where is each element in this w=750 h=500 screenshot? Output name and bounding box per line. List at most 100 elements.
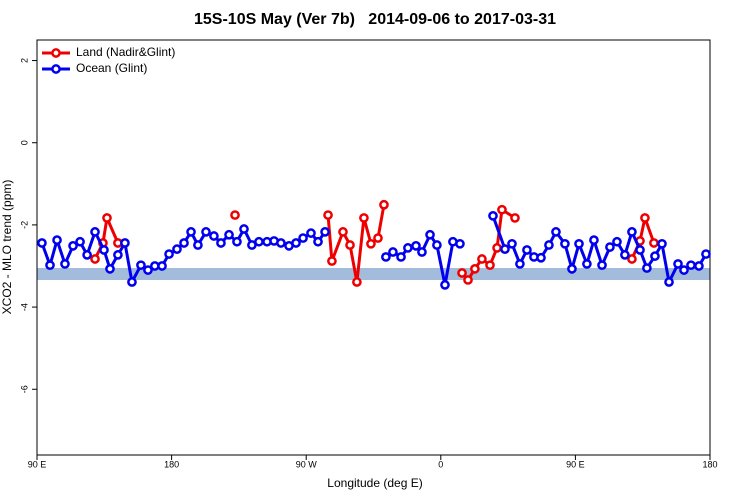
data-point: [75, 236, 85, 247]
data-point: [605, 242, 615, 252]
data-point: [612, 236, 622, 247]
data-point: [186, 227, 196, 237]
y-tick-label: 2: [19, 58, 29, 63]
x-tick-label: 180: [702, 459, 717, 469]
data-point: [232, 236, 242, 247]
data-point: [701, 249, 711, 259]
data-point: [60, 259, 70, 269]
data-point: [306, 228, 316, 238]
data-point: [291, 238, 301, 248]
data-point: [193, 240, 203, 250]
data-point: [650, 251, 660, 261]
data-point: [574, 238, 584, 249]
x-tick-label: 90 E: [566, 459, 585, 469]
data-point: [230, 210, 240, 220]
x-tick-label: 90 E: [28, 459, 47, 469]
data-point: [209, 231, 219, 241]
data-point: [686, 260, 696, 271]
data-point: [381, 252, 391, 262]
data-point: [657, 238, 667, 249]
data-point: [589, 235, 599, 245]
data-point: [507, 238, 517, 249]
data-point: [673, 259, 683, 269]
data-point: [492, 243, 502, 253]
data-point: [432, 240, 442, 250]
data-point: [515, 259, 525, 269]
data-point: [455, 238, 465, 249]
data-point: [582, 259, 592, 269]
data-point: [345, 240, 355, 250]
legend-label: Ocean (Glint): [76, 61, 147, 75]
data-point: [323, 210, 333, 220]
data-point: [90, 254, 100, 264]
legend-marker: [51, 48, 61, 58]
data-point: [664, 277, 674, 287]
x-tick-label: 90 W: [296, 459, 318, 469]
data-point: [68, 241, 78, 251]
data-point: [320, 227, 330, 237]
data-point: [627, 254, 637, 264]
data-point: [417, 247, 427, 257]
data-point: [366, 238, 376, 249]
data-point: [497, 204, 507, 215]
data-point: [37, 238, 47, 248]
data-point: [597, 260, 607, 271]
data-point: [522, 245, 532, 255]
x-tick-label: 0: [438, 459, 443, 469]
data-point: [470, 264, 480, 274]
data-point: [627, 227, 637, 237]
data-point: [642, 263, 652, 273]
data-point: [239, 224, 249, 234]
data-point: [90, 227, 100, 237]
legend-marker: [51, 64, 61, 74]
y-tick-label: -4: [19, 303, 29, 311]
data-point: [201, 227, 211, 237]
data-point: [463, 275, 473, 285]
data-point: [488, 211, 498, 221]
data-point: [485, 260, 495, 271]
data-point: [52, 235, 62, 245]
y-tick-label: -2: [19, 221, 29, 229]
data-point: [338, 227, 348, 237]
y-axis-label: XCO2 - MLO trend (ppm): [0, 180, 14, 315]
data-point: [425, 229, 435, 240]
data-point: [99, 245, 109, 255]
data-point: [254, 236, 264, 247]
data-point: [694, 261, 704, 271]
data-point: [120, 238, 130, 248]
data-point: [477, 254, 487, 264]
data-point: [567, 264, 577, 274]
x-tick-label: 180: [164, 459, 179, 469]
data-point: [127, 277, 137, 287]
data-point: [45, 260, 55, 271]
legend-label: Land (Nadir&Glint): [76, 45, 175, 59]
chart-title: 15S-10S May (Ver 7b) 2014-09-06 to 2017-…: [194, 11, 556, 28]
data-point: [500, 244, 510, 254]
data-point: [136, 260, 146, 271]
data-point: [298, 233, 308, 243]
data-point: [560, 238, 570, 249]
data-point: [157, 261, 167, 271]
data-point: [113, 250, 123, 260]
data-point: [640, 213, 650, 223]
data-point: [352, 277, 362, 287]
data-point: [510, 213, 520, 223]
data-point: [179, 238, 189, 248]
data-point: [102, 213, 112, 223]
data-point: [536, 252, 546, 263]
y-tick-label: -6: [19, 385, 29, 393]
data-point: [544, 240, 554, 250]
data-point: [411, 241, 421, 251]
data-point: [388, 247, 398, 257]
surface-band: [37, 268, 710, 280]
data-point: [396, 252, 406, 262]
data-point: [457, 268, 467, 278]
data-point: [373, 233, 383, 243]
x-axis-label: Longitude (deg E): [327, 476, 422, 490]
series-line: [93, 212, 120, 260]
data-point: [313, 236, 323, 247]
data-point: [276, 238, 286, 248]
data-point: [635, 245, 645, 255]
data-point: [359, 213, 369, 223]
